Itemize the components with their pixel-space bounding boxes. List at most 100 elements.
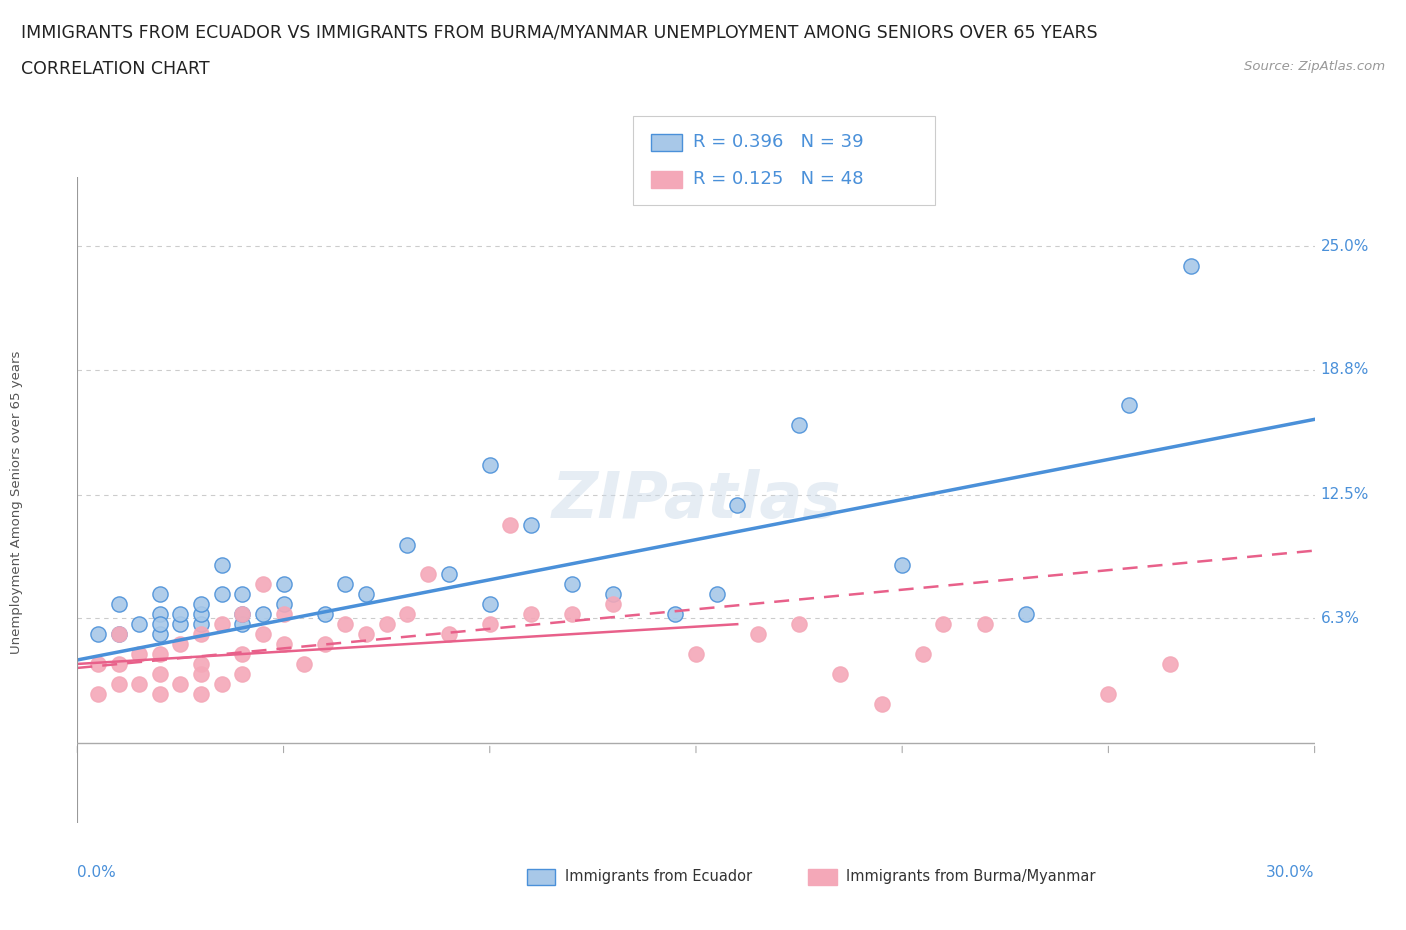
Point bbox=[499, 517, 522, 532]
Point bbox=[416, 567, 439, 582]
Point bbox=[190, 627, 212, 642]
Text: Source: ZipAtlas.com: Source: ZipAtlas.com bbox=[1244, 60, 1385, 73]
Point bbox=[231, 587, 253, 602]
Point bbox=[478, 617, 501, 631]
Point bbox=[231, 617, 253, 631]
Point bbox=[211, 557, 233, 572]
Point bbox=[128, 617, 150, 631]
Text: 6.3%: 6.3% bbox=[1320, 611, 1360, 626]
Point bbox=[706, 587, 728, 602]
Point bbox=[87, 627, 110, 642]
Point bbox=[190, 657, 212, 671]
Point bbox=[973, 617, 995, 631]
Point bbox=[231, 646, 253, 661]
Point bbox=[561, 577, 583, 591]
Text: Immigrants from Ecuador: Immigrants from Ecuador bbox=[565, 870, 752, 884]
Point bbox=[787, 617, 810, 631]
Text: ZIPatlas: ZIPatlas bbox=[551, 469, 841, 531]
Point bbox=[169, 617, 191, 631]
Point bbox=[128, 676, 150, 691]
Point bbox=[520, 517, 543, 532]
Point bbox=[273, 577, 295, 591]
Point bbox=[107, 657, 129, 671]
Point bbox=[87, 657, 110, 671]
Point bbox=[602, 597, 624, 612]
Point bbox=[437, 627, 460, 642]
Point bbox=[273, 597, 295, 612]
Text: R = 0.125   N = 48: R = 0.125 N = 48 bbox=[693, 170, 863, 189]
Point bbox=[190, 606, 212, 621]
Point bbox=[335, 577, 357, 591]
Point bbox=[190, 686, 212, 701]
Point bbox=[1180, 259, 1202, 273]
Point bbox=[273, 637, 295, 652]
Point bbox=[107, 627, 129, 642]
Point bbox=[231, 606, 253, 621]
Point bbox=[396, 538, 419, 552]
Point bbox=[190, 597, 212, 612]
Point bbox=[335, 617, 357, 631]
Point bbox=[375, 617, 398, 631]
Point bbox=[561, 606, 583, 621]
Text: R = 0.396   N = 39: R = 0.396 N = 39 bbox=[693, 133, 863, 152]
Point bbox=[169, 637, 191, 652]
Point bbox=[107, 597, 129, 612]
Point bbox=[478, 597, 501, 612]
Text: 30.0%: 30.0% bbox=[1267, 865, 1315, 880]
Point bbox=[314, 606, 336, 621]
Point bbox=[870, 697, 893, 711]
Point bbox=[149, 606, 172, 621]
Point bbox=[292, 657, 315, 671]
Point bbox=[747, 627, 769, 642]
Point bbox=[664, 606, 686, 621]
Point bbox=[911, 646, 934, 661]
Point bbox=[211, 676, 233, 691]
Point bbox=[149, 617, 172, 631]
Point bbox=[128, 646, 150, 661]
Point bbox=[725, 498, 748, 512]
Point bbox=[169, 676, 191, 691]
Text: Unemployment Among Seniors over 65 years: Unemployment Among Seniors over 65 years bbox=[10, 351, 24, 654]
Point bbox=[396, 606, 419, 621]
Point bbox=[231, 606, 253, 621]
Point bbox=[107, 676, 129, 691]
Point bbox=[231, 667, 253, 682]
Point bbox=[252, 627, 274, 642]
Point bbox=[685, 646, 707, 661]
Point bbox=[602, 587, 624, 602]
Point bbox=[190, 667, 212, 682]
Text: Immigrants from Burma/Myanmar: Immigrants from Burma/Myanmar bbox=[846, 870, 1095, 884]
Point bbox=[830, 667, 852, 682]
Point bbox=[1015, 606, 1038, 621]
Point bbox=[478, 458, 501, 472]
Text: 25.0%: 25.0% bbox=[1320, 239, 1369, 254]
Point bbox=[354, 627, 377, 642]
Point bbox=[437, 567, 460, 582]
Point bbox=[891, 557, 914, 572]
Point bbox=[273, 606, 295, 621]
Text: 0.0%: 0.0% bbox=[77, 865, 117, 880]
Point bbox=[1097, 686, 1119, 701]
Point bbox=[252, 577, 274, 591]
Point bbox=[252, 606, 274, 621]
Point bbox=[314, 637, 336, 652]
Point bbox=[169, 606, 191, 621]
Point bbox=[149, 686, 172, 701]
Point bbox=[107, 627, 129, 642]
Point bbox=[211, 587, 233, 602]
Point bbox=[190, 617, 212, 631]
Point bbox=[149, 646, 172, 661]
Point bbox=[520, 606, 543, 621]
Point bbox=[354, 587, 377, 602]
Point bbox=[149, 587, 172, 602]
Text: IMMIGRANTS FROM ECUADOR VS IMMIGRANTS FROM BURMA/MYANMAR UNEMPLOYMENT AMONG SENI: IMMIGRANTS FROM ECUADOR VS IMMIGRANTS FR… bbox=[21, 23, 1098, 41]
Point bbox=[787, 418, 810, 432]
Point bbox=[149, 667, 172, 682]
Point bbox=[149, 627, 172, 642]
Point bbox=[1159, 657, 1181, 671]
Point bbox=[87, 686, 110, 701]
Text: CORRELATION CHART: CORRELATION CHART bbox=[21, 60, 209, 78]
Point bbox=[1118, 398, 1140, 413]
Text: 12.5%: 12.5% bbox=[1320, 487, 1369, 502]
Point bbox=[211, 617, 233, 631]
